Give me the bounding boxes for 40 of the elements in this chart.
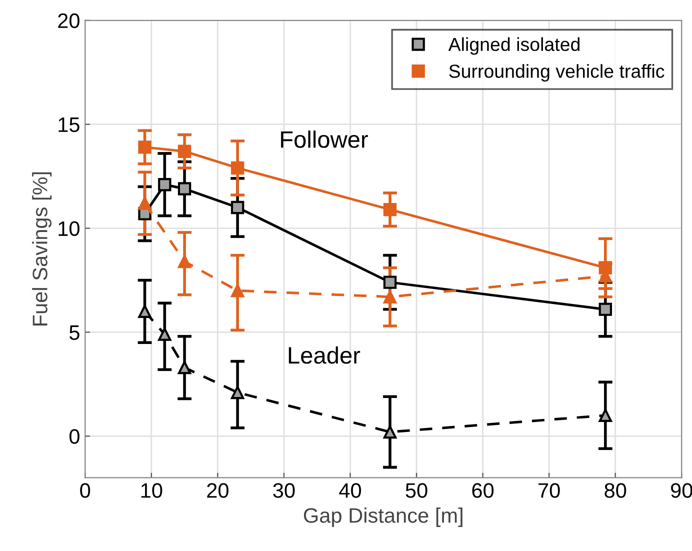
y-tick-label: 20	[58, 13, 80, 28]
point	[598, 408, 612, 422]
point	[230, 161, 244, 175]
point	[158, 328, 172, 341]
x-tick-label: 10	[141, 483, 162, 498]
point	[598, 302, 612, 316]
x-tick-label: 20	[207, 483, 228, 498]
point	[178, 360, 192, 374]
point	[138, 304, 152, 318]
point	[383, 276, 397, 289]
x-tick-label: 30	[273, 483, 295, 498]
y-tick-label: 10	[58, 221, 80, 236]
point	[138, 196, 152, 210]
point	[230, 386, 244, 400]
point	[383, 290, 397, 304]
y-axis-title: Fuel Savings [%]	[32, 172, 52, 326]
y-tick-label: 15	[58, 118, 80, 132]
point	[230, 284, 244, 298]
point	[178, 254, 192, 268]
x-tick-label: 90	[671, 483, 692, 498]
point	[383, 425, 397, 439]
x-tick-label: 80	[604, 483, 626, 498]
x-tick-label: 0	[80, 483, 90, 498]
x-tick-label: 60	[472, 483, 494, 498]
x-axis-title: Gap Distance [m]	[304, 508, 462, 527]
annotation: Leader	[288, 346, 360, 364]
point	[158, 178, 172, 192]
y-tick-label: 0	[69, 429, 80, 444]
y-tick-label: 5	[70, 325, 80, 340]
point	[178, 144, 192, 158]
x-tick-label: 70	[538, 483, 560, 498]
point	[230, 200, 244, 214]
point	[138, 140, 152, 154]
x-tick-label: 50	[406, 483, 428, 498]
legend-label: Aligned isolated	[448, 37, 580, 55]
point	[383, 202, 397, 216]
point	[178, 182, 192, 196]
x-tick-label: 40	[339, 483, 361, 498]
legend-label: Surrounding vehicle traffic	[449, 64, 664, 82]
annotation: Follower	[281, 130, 368, 148]
